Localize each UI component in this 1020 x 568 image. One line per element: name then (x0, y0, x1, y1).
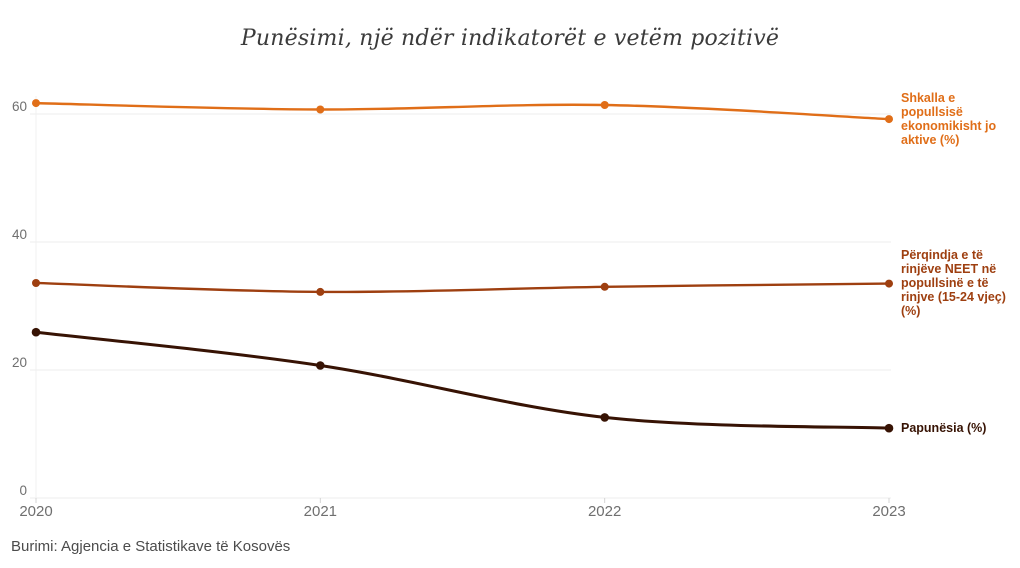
series-1-point-2021 (316, 287, 325, 296)
series-2-point-2023 (884, 423, 894, 433)
chart-title: Punësimi, një ndër indikatorët e vetëm p… (240, 26, 780, 51)
series-2-point-2020 (31, 327, 41, 337)
x-tick-label-2021: 2021 (303, 503, 338, 520)
x-tick-label-2022: 2022 (587, 503, 622, 520)
y-tick-label-40: 40 (11, 227, 27, 242)
series-1-point-2022 (600, 282, 609, 291)
x-tick-label-2020: 2020 (19, 503, 53, 520)
series-0-point-2021 (316, 105, 325, 114)
x-tick-label-2023: 2023 (872, 503, 906, 520)
y-tick-label-20: 20 (11, 355, 27, 370)
series-line-1 (35, 281, 890, 294)
series-label-inactive-population: Shkalla e popullsisë ekonomikisht jo akt… (901, 91, 997, 147)
series-1-point-2020 (32, 279, 40, 287)
series-line-0 (35, 101, 890, 121)
series-line-2 (35, 330, 890, 430)
source-note: Burimi: Agjencia e Statistikave të Kosov… (11, 538, 291, 555)
series-2-point-2022 (600, 413, 609, 422)
series-0-point-2022 (600, 101, 609, 109)
series-label-neet-youth: Përqindja e të rinjëve NEET në popullsin… (901, 248, 1006, 318)
y-tick-label-60: 60 (11, 99, 27, 114)
series-2-point-2021 (316, 361, 325, 370)
series-0-point-2020 (32, 99, 40, 108)
series-label-unemployment: Papunësia (%) (901, 421, 987, 435)
series-1-point-2023 (885, 279, 893, 288)
y-tick-label-0: 0 (19, 483, 27, 498)
series-0-point-2023 (885, 115, 893, 124)
